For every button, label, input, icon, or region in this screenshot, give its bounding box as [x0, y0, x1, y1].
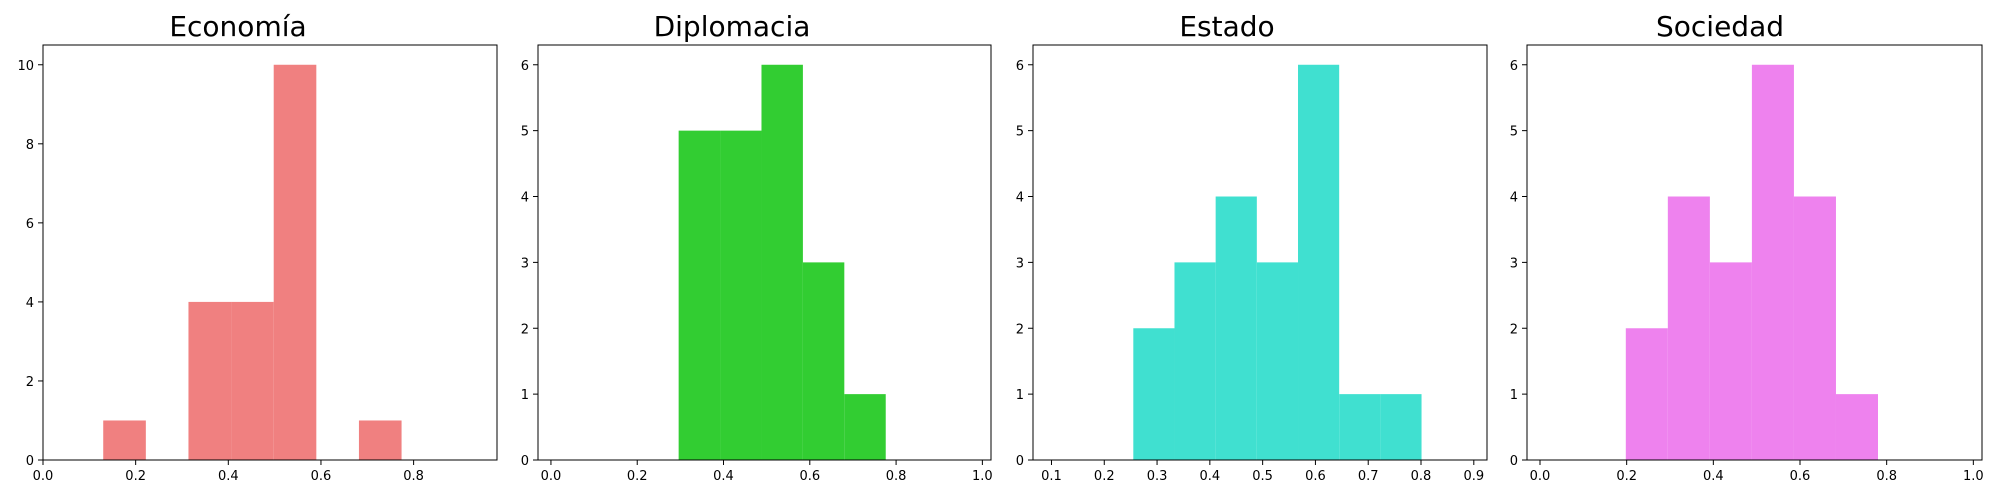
x-tick-label-economia: 0.2 — [125, 469, 146, 484]
y-tick-label-estado: 1 — [1016, 388, 1024, 403]
histogram-bar-estado-2 — [1215, 196, 1257, 460]
x-tick-label-diplomacia: 1.0 — [972, 469, 993, 484]
histogram-bar-economia-5 — [273, 64, 317, 460]
y-tick-label-economia: 8 — [26, 138, 34, 153]
panel-sociedad: Sociedad 0.0 0.2 0.4 0.6 0.8 1.0 0 1 2 3 4 5 6 — [1510, 10, 1984, 484]
histogram-bar-diplomacia-3 — [802, 262, 845, 460]
histogram-bar-economia-7 — [358, 420, 402, 460]
x-tick-label-estado: 0.6 — [1305, 469, 1326, 484]
y-tick-label-economia: 6 — [26, 217, 34, 232]
x-tick-label-estado: 0.8 — [1411, 469, 1432, 484]
chart-title-estado: Estado — [1179, 10, 1274, 43]
histogram-bar-diplomacia-1 — [720, 130, 762, 460]
y-tick-label-diplomacia: 4 — [521, 191, 529, 206]
x-tick-label-sociedad: 0.8 — [1876, 469, 1897, 484]
y-tick-label-estado: 2 — [1016, 322, 1024, 337]
x-tick-label-sociedad: 0.2 — [1616, 469, 1637, 484]
histogram-bar-sociedad-5 — [1835, 394, 1878, 460]
x-tick-label-estado: 0.7 — [1358, 469, 1379, 484]
y-tick-label-sociedad: 2 — [1510, 322, 1518, 337]
y-tick-label-sociedad: 6 — [1510, 59, 1518, 74]
y-tick-label-estado: 4 — [1016, 191, 1024, 206]
y-tick-label-sociedad: 5 — [1510, 125, 1518, 140]
x-tick-label-diplomacia: 0.6 — [799, 469, 820, 484]
y-tick-label-estado: 6 — [1016, 59, 1024, 74]
axes-frame-diplomacia — [537, 44, 992, 461]
histogram-bar-sociedad-3 — [1751, 64, 1794, 460]
panel-estado: Estado 0.1 0.2 0.3 0.4 0.5 0.6 0.7 0.8 0.9 0 1 2 3 4 5… — [1016, 10, 1488, 484]
x-tick-label-diplomacia: 0.8 — [886, 469, 907, 484]
x-tick-label-estado: 0.3 — [1147, 469, 1168, 484]
histogram-bar-diplomacia-2 — [761, 64, 803, 460]
histogram-bar-estado-6 — [1380, 394, 1422, 460]
axes-frame-sociedad — [1526, 44, 1983, 461]
panel-economia: Economía 0.0 0.2 0.4 0.6 0.8 0 2 4 6 8 10 — [17, 10, 498, 484]
x-tick-label-estado: 0.1 — [1041, 469, 1062, 484]
panel-diplomacia: Diplomacia 0.0 0.2 0.4 0.6 0.8 1.0 0 1 2 3 4 5 6 — [521, 10, 993, 484]
x-tick-label-estado: 0.9 — [1463, 469, 1484, 484]
y-tick-label-diplomacia: 3 — [521, 256, 529, 271]
x-tick-label-diplomacia: 0.4 — [713, 469, 734, 484]
histogram-bar-estado-4 — [1298, 64, 1340, 460]
histogram-bar-sociedad-1 — [1667, 196, 1710, 460]
y-tick-label-economia: 0 — [26, 454, 34, 469]
x-tick-label-estado: 0.5 — [1252, 469, 1273, 484]
histogram-bar-sociedad-0 — [1625, 328, 1668, 460]
histogram-bar-economia-3 — [188, 301, 232, 460]
y-tick-label-estado: 5 — [1016, 125, 1024, 140]
chart-title-economia: Economía — [169, 10, 306, 43]
y-tick-label-diplomacia: 2 — [521, 322, 529, 337]
y-tick-label-estado: 0 — [1016, 454, 1024, 469]
histogram-bar-economia-4 — [231, 301, 274, 460]
histogram-bar-estado-3 — [1256, 262, 1299, 460]
axes-frame-estado — [1032, 44, 1488, 461]
y-tick-label-diplomacia: 5 — [521, 125, 529, 140]
x-tick-label-sociedad: 0.6 — [1790, 469, 1811, 484]
x-tick-label-sociedad: 0.0 — [1530, 469, 1551, 484]
x-tick-label-economia: 0.0 — [33, 469, 54, 484]
y-tick-label-sociedad: 1 — [1510, 388, 1518, 403]
x-tick-label-estado: 0.4 — [1200, 469, 1221, 484]
x-tick-label-sociedad: 0.4 — [1703, 469, 1724, 484]
y-tick-label-sociedad: 0 — [1510, 454, 1518, 469]
x-tick-label-diplomacia: 0.2 — [627, 469, 648, 484]
histogram-bar-estado-0 — [1133, 328, 1175, 460]
histogram-bar-diplomacia-0 — [678, 130, 721, 460]
histogram-bar-estado-5 — [1339, 394, 1381, 460]
y-tick-label-economia: 4 — [26, 296, 34, 311]
chart-title-sociedad: Sociedad — [1656, 10, 1784, 43]
x-tick-label-sociedad: 1.0 — [1963, 469, 1984, 484]
y-tick-label-sociedad: 4 — [1510, 191, 1518, 206]
x-tick-label-economia: 0.6 — [311, 469, 332, 484]
x-tick-label-economia: 0.8 — [403, 469, 424, 484]
x-tick-label-diplomacia: 0.0 — [541, 469, 562, 484]
chart-title-diplomacia: Diplomacia — [654, 10, 811, 43]
y-tick-label-sociedad: 3 — [1510, 256, 1518, 271]
y-tick-label-diplomacia: 1 — [521, 388, 529, 403]
y-tick-label-diplomacia: 0 — [521, 454, 529, 469]
y-tick-label-diplomacia: 6 — [521, 59, 529, 74]
x-tick-label-economia: 0.4 — [218, 469, 239, 484]
x-tick-label-estado: 0.2 — [1094, 469, 1115, 484]
y-tick-label-estado: 3 — [1016, 256, 1024, 271]
histogram-bar-sociedad-4 — [1793, 196, 1836, 460]
axes-frame-economia — [42, 44, 498, 461]
y-tick-label-economia: 2 — [26, 375, 34, 390]
histogram-bar-sociedad-2 — [1709, 262, 1752, 460]
histogram-bar-economia-1 — [103, 420, 146, 460]
histogram-bar-estado-1 — [1174, 262, 1216, 460]
y-tick-label-economia: 10 — [17, 59, 34, 74]
histogram-bar-diplomacia-4 — [844, 394, 886, 460]
